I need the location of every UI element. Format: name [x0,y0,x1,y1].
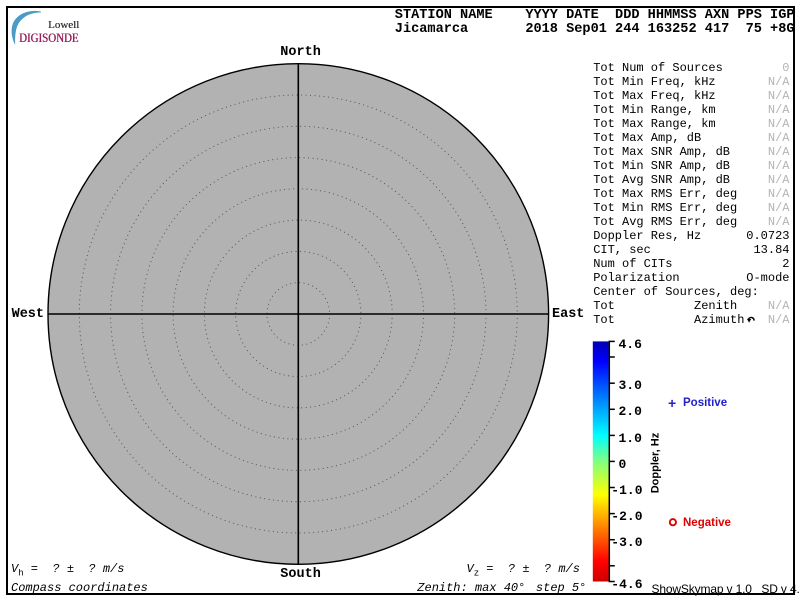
svg-text:Doppler, Hz: Doppler, Hz [650,432,662,493]
